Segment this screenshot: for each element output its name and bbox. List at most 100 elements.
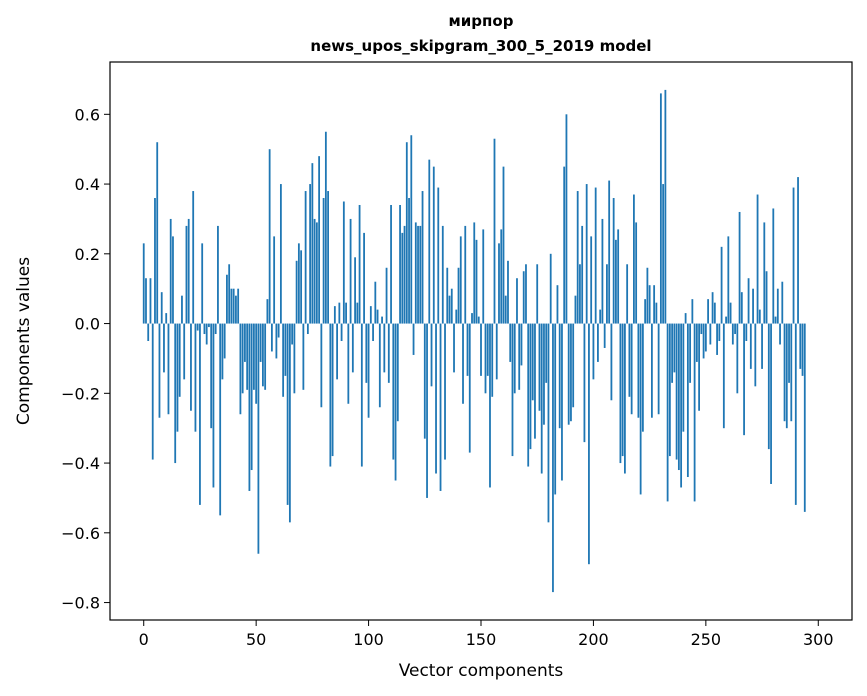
bar-89 xyxy=(342,201,345,324)
bar-162 xyxy=(507,260,509,324)
bar-198 xyxy=(588,323,590,565)
bar-34 xyxy=(219,323,222,516)
bar-276 xyxy=(763,222,766,324)
bar-292 xyxy=(799,323,802,369)
bar-229 xyxy=(657,323,660,415)
bar-39 xyxy=(230,288,233,324)
bar-273 xyxy=(756,194,759,324)
bar-111 xyxy=(392,323,395,460)
bar-214 xyxy=(624,323,626,474)
bar-206 xyxy=(606,264,608,324)
bar-68 xyxy=(295,260,298,324)
bar-137 xyxy=(450,288,453,324)
bar-294 xyxy=(803,323,806,512)
bar-77 xyxy=(315,222,318,324)
bar-165 xyxy=(513,323,516,394)
bar-172 xyxy=(529,323,532,450)
bar-182 xyxy=(552,323,554,593)
bar-106 xyxy=(381,316,383,324)
bar-25 xyxy=(199,323,201,505)
bar-37 xyxy=(226,274,228,324)
bar-290 xyxy=(794,323,797,505)
chart-subtitle: news_upos_skipgram_300_5_2019 model xyxy=(310,37,651,55)
bar-24 xyxy=(196,323,199,331)
bar-3 xyxy=(149,278,152,324)
x-tick-label: 250 xyxy=(691,630,722,649)
bar-183 xyxy=(554,323,557,495)
bar-237 xyxy=(675,323,678,460)
bar-121 xyxy=(414,222,417,324)
bar-232 xyxy=(664,89,667,324)
bar-26 xyxy=(201,243,204,324)
bar-208 xyxy=(610,323,613,401)
bar-95 xyxy=(356,302,359,324)
bar-6 xyxy=(156,142,159,324)
bar-117 xyxy=(405,142,408,324)
bar-245 xyxy=(693,323,696,502)
bar-275 xyxy=(761,323,763,369)
bar-274 xyxy=(758,309,761,324)
bar-97 xyxy=(360,323,363,467)
bar-223 xyxy=(644,299,647,324)
bar-178 xyxy=(543,323,545,425)
bar-185 xyxy=(558,323,561,429)
bar-187 xyxy=(563,166,566,324)
bar-231 xyxy=(662,184,665,324)
bar-4 xyxy=(151,323,154,460)
bar-175 xyxy=(536,264,539,324)
bar-45 xyxy=(244,323,246,362)
bar-201 xyxy=(594,187,597,324)
bar-161 xyxy=(504,295,507,324)
x-tick-label: 150 xyxy=(466,630,497,649)
bar-20 xyxy=(187,218,190,324)
bar-200 xyxy=(592,323,595,380)
bar-149 xyxy=(477,316,480,324)
bar-249 xyxy=(702,323,705,359)
bar-80 xyxy=(322,198,325,324)
bar-145 xyxy=(468,323,471,453)
bar-84 xyxy=(331,323,334,457)
y-tick-label: −0.6 xyxy=(61,524,100,543)
bar-189 xyxy=(567,323,570,425)
bar-215 xyxy=(626,264,629,324)
bar-133 xyxy=(441,225,444,324)
bar-203 xyxy=(599,309,602,324)
bar-263 xyxy=(734,323,736,335)
bar-10 xyxy=(165,313,168,324)
bar-130 xyxy=(435,323,437,474)
bar-242 xyxy=(686,323,689,478)
bar-58 xyxy=(273,236,276,324)
x-axis-label: Vector components xyxy=(399,661,564,681)
bars-group xyxy=(142,89,806,593)
bar-197 xyxy=(585,184,588,324)
bar-188 xyxy=(565,114,568,324)
bar-262 xyxy=(731,323,734,345)
bar-18 xyxy=(183,323,186,380)
bar-288 xyxy=(790,323,793,422)
bar-56 xyxy=(268,149,271,324)
bar-286 xyxy=(785,323,788,429)
y-tick-label: −0.8 xyxy=(61,594,100,613)
bar-124 xyxy=(421,191,424,324)
bar-157 xyxy=(495,323,498,380)
bar-287 xyxy=(788,323,790,383)
bar-36 xyxy=(223,323,226,359)
bar-35 xyxy=(221,323,224,380)
bar-132 xyxy=(439,323,442,491)
bar-32 xyxy=(214,323,217,335)
bar-110 xyxy=(390,204,392,324)
bar-47 xyxy=(248,323,251,491)
bar-159 xyxy=(500,229,503,324)
bar-150 xyxy=(480,323,482,376)
bar-129 xyxy=(432,166,435,324)
bar-164 xyxy=(511,323,514,457)
bar-70 xyxy=(300,250,303,324)
bar-207 xyxy=(608,180,611,324)
bar-144 xyxy=(466,323,469,376)
bar-235 xyxy=(671,323,674,383)
bar-233 xyxy=(666,323,669,502)
bar-108 xyxy=(385,267,388,324)
bar-236 xyxy=(673,323,676,373)
bar-219 xyxy=(635,222,638,324)
bar-138 xyxy=(453,323,455,373)
